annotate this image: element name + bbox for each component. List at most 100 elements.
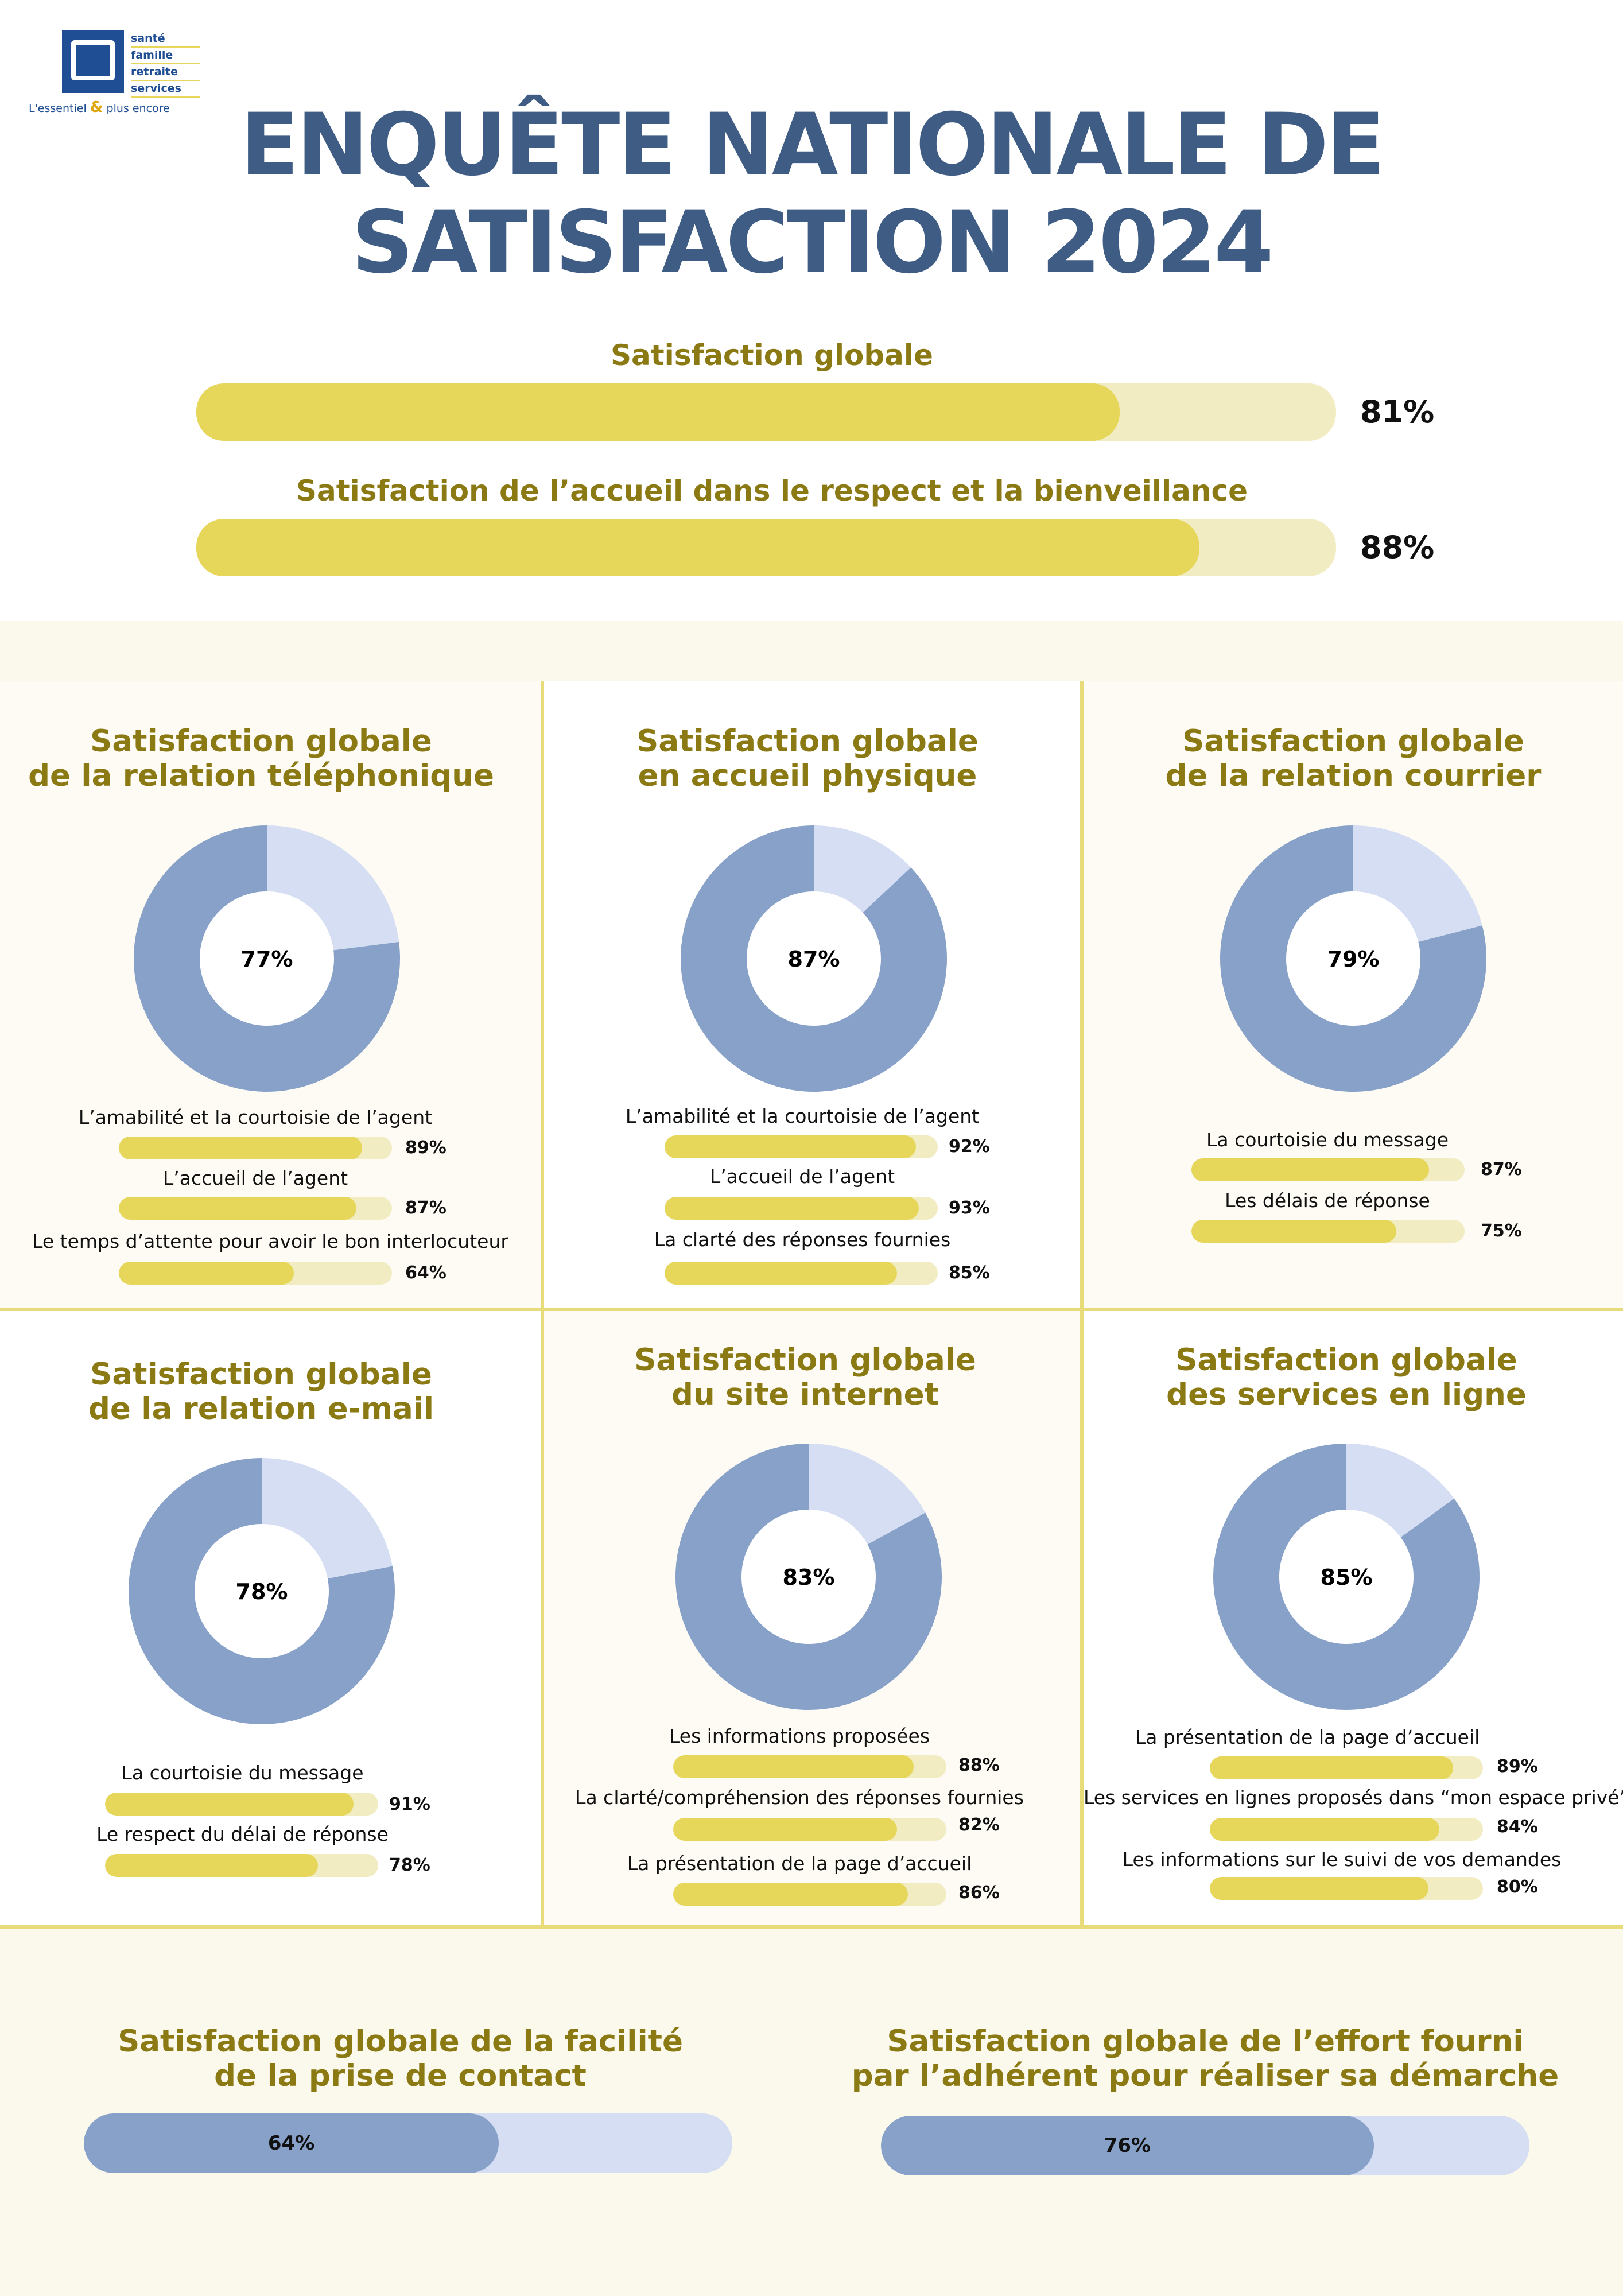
panel-title-email: Satisfaction globale de la relation e-ma… xyxy=(0,1358,522,1426)
top-bar-value-1: 81% xyxy=(1360,394,1435,430)
divider-vertical-2 xyxy=(1080,681,1084,1925)
detail-label: Les délais de réponse xyxy=(1225,1189,1430,1212)
detail-value: 85% xyxy=(949,1263,990,1283)
donut-chart-site: 83% xyxy=(675,1444,942,1710)
detail-bar-fill xyxy=(1191,1158,1430,1181)
detail-value: 91% xyxy=(389,1794,430,1814)
donut-chart-courrier: 79% xyxy=(1220,825,1486,1092)
page-title-line1: ENQUÊTE NATIONALE DE xyxy=(240,95,1385,195)
bottom-title-effort: Satisfaction globale de l’effort fourni … xyxy=(832,2024,1578,2093)
bottom-title-line2: de la prise de contact xyxy=(214,2058,587,2093)
donut-center-value: 87% xyxy=(788,947,840,972)
detail-value: 75% xyxy=(1481,1221,1522,1241)
top-bar-fill xyxy=(196,519,1199,576)
detail-label: Les informations sur le suivi de vos dem… xyxy=(1122,1848,1562,1871)
detail-value: 88% xyxy=(958,1755,1000,1775)
detail-label: La courtoisie du message xyxy=(1206,1128,1449,1151)
detail-bar-fill xyxy=(665,1197,919,1220)
detail-label: Le respect du délai de réponse xyxy=(96,1823,389,1845)
panel-title-line1: Satisfaction globale xyxy=(90,724,432,759)
donut-center-value: 79% xyxy=(1327,947,1380,972)
donut-center-value: 83% xyxy=(783,1565,835,1590)
donut-center-value: 85% xyxy=(1321,1565,1373,1590)
detail-value: 82% xyxy=(958,1815,1000,1835)
detail-bar-track xyxy=(673,1818,946,1841)
detail-bar-track xyxy=(1210,1818,1483,1841)
detail-value: 78% xyxy=(389,1855,430,1875)
detail-label: La courtoisie du message xyxy=(121,1762,364,1784)
tagline-right: plus encore xyxy=(106,102,170,115)
detail-bar-track xyxy=(1210,1756,1483,1779)
detail-bar-track xyxy=(119,1262,392,1285)
detail-bar-fill xyxy=(105,1854,319,1877)
detail-bar-track xyxy=(665,1262,938,1285)
detail-bar-fill xyxy=(119,1262,294,1285)
panel-title-telephone: Satisfaction globale de la relation télé… xyxy=(0,724,522,793)
detail-label: L’accueil de l’agent xyxy=(709,1165,895,1188)
bottom-bar-fill: 64% xyxy=(84,2113,499,2173)
msa-logo-mark xyxy=(62,30,124,93)
top-bar-fill xyxy=(196,383,1120,441)
detail-label: Les informations proposées xyxy=(669,1725,930,1747)
panel-title-line2: du site internet xyxy=(671,1377,939,1412)
detail-bar-fill xyxy=(665,1135,916,1158)
detail-bar-fill xyxy=(1210,1756,1453,1779)
detail-bar-fill xyxy=(1191,1220,1396,1243)
detail-bar-track xyxy=(1191,1220,1465,1243)
donut-chart-email: 78% xyxy=(128,1458,395,1724)
divider-horizontal-1 xyxy=(0,1308,1623,1311)
bottom-title-contact: Satisfaction globale de la facilité de l… xyxy=(0,2024,801,2093)
bottom-section xyxy=(0,1929,1623,2296)
detail-label: L’amabilité et la courtoisie de l’agent xyxy=(625,1105,980,1127)
bottom-title-line2: par l’adhérent pour réaliser sa démarche xyxy=(851,2058,1559,2093)
panel-title-courrier: Satisfaction globale de la relation cour… xyxy=(1084,724,1623,793)
detail-label: La présentation de la page d’accueil xyxy=(627,1852,972,1875)
donut-center-value: 77% xyxy=(241,947,293,972)
panel-title-line2: de la relation téléphonique xyxy=(28,758,494,793)
panel-title-line1: Satisfaction globale xyxy=(90,1357,432,1392)
bottom-bar-value: 64% xyxy=(267,2132,315,2155)
bottom-bar-track-effort: 76% xyxy=(881,2116,1529,2175)
top-bar-track-2 xyxy=(196,519,1336,576)
detail-bar-fill xyxy=(673,1883,908,1906)
page-title-line2: SATISFACTION 2024 xyxy=(351,193,1274,293)
bottom-bar-track-contact: 64% xyxy=(84,2113,732,2173)
donut-hole xyxy=(741,1510,876,1644)
logo-line: retraite xyxy=(131,64,200,81)
panel-title-line2: en accueil physique xyxy=(638,758,977,793)
detail-value: 89% xyxy=(1497,1756,1538,1777)
panel-title-line1: Satisfaction globale xyxy=(636,724,979,759)
logo-line: santé xyxy=(131,31,200,48)
msa-logo-lines: santé famille retraite services xyxy=(131,31,200,98)
donut-chart-physique: 87% xyxy=(680,825,947,1092)
detail-bar-fill xyxy=(119,1137,362,1159)
detail-value: 86% xyxy=(958,1883,1000,1903)
detail-bar-fill xyxy=(673,1818,898,1841)
donut-hole xyxy=(1279,1510,1414,1644)
panel-title-line2: de la relation courrier xyxy=(1165,758,1542,793)
top-bar-label-2: Satisfaction de l’accueil dans le respec… xyxy=(296,474,1248,507)
detail-value: 87% xyxy=(1481,1159,1522,1180)
top-bar-value-2: 88% xyxy=(1360,529,1435,565)
detail-bar-track xyxy=(1191,1158,1465,1181)
logo-line: services xyxy=(131,81,200,98)
panel-title-site: Satisfaction globale du site internet xyxy=(544,1343,1066,1412)
divider-vertical-1 xyxy=(541,681,544,1925)
panel-title-physique: Satisfaction globale en accueil physique xyxy=(544,724,1071,793)
detail-label: Les services en lignes proposés dans “mo… xyxy=(1084,1786,1623,1809)
bottom-title-line1: Satisfaction globale de l’effort fourni xyxy=(887,2024,1524,2059)
bottom-bar-value: 76% xyxy=(1104,2134,1151,2157)
detail-bar-fill xyxy=(665,1262,897,1285)
detail-bar-track xyxy=(665,1197,938,1220)
detail-value: 80% xyxy=(1497,1877,1538,1897)
donut-center-value: 78% xyxy=(236,1579,288,1604)
detail-label: Le temps d’attente pour avoir le bon int… xyxy=(32,1230,508,1252)
bottom-title-line1: Satisfaction globale de la facilité xyxy=(118,2024,683,2059)
msa-logo: santé famille retraite services L'essent… xyxy=(29,28,201,119)
detail-value: 84% xyxy=(1497,1817,1538,1837)
detail-bar-fill xyxy=(1210,1818,1439,1841)
bottom-bar-fill: 76% xyxy=(881,2116,1374,2175)
detail-bar-fill xyxy=(673,1755,914,1778)
detail-bar-track xyxy=(673,1755,946,1778)
top-bar-label-1: Satisfaction globale xyxy=(611,339,933,372)
